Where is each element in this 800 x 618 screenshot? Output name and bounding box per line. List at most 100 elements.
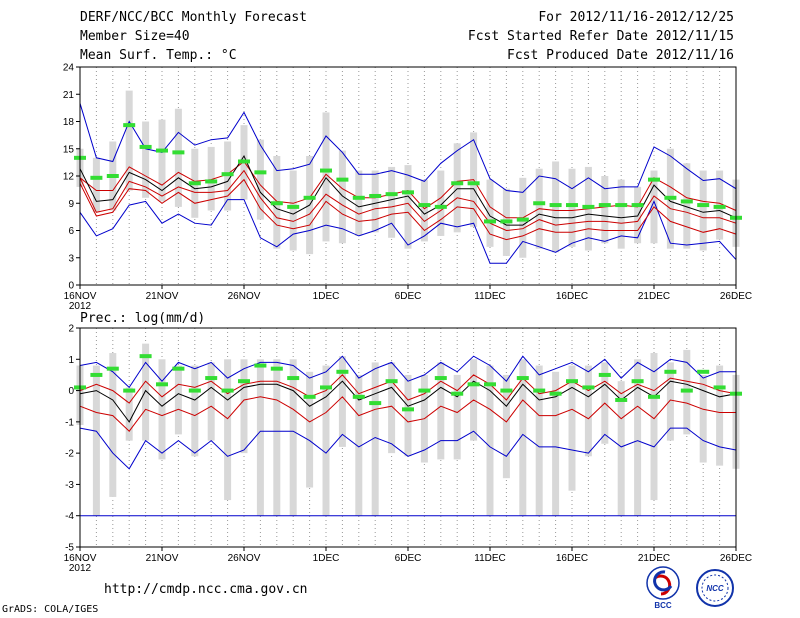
temp-y-tick-label: 6 [68,226,74,237]
precip-observed-mark [680,388,693,393]
precip-range-box [207,362,215,441]
temp-range-box [420,179,428,242]
precip-range-box [338,356,346,447]
temp-range-box [92,157,100,213]
precip-observed-mark [697,369,710,374]
precip-x-tick-label: 16NOV [64,553,97,564]
grads-credit: GrADS: COLA/IGES [2,604,99,615]
precip-observed-mark [336,369,349,374]
temp-observed-mark [664,195,677,200]
precipitation-panel: -5 -4 -3 -2 -1 0 1 2 16NOV 21NOV 26NOV 1DEC 6DEC 11DE… [64,324,753,575]
precip-range-box [552,371,560,516]
precip-range-box [125,387,133,441]
temp-x-tick-label: 16DEC [556,291,588,302]
temp-range-box [699,170,707,251]
temp-observed-mark [451,181,464,186]
precip-observed-mark [402,407,414,412]
temp-range-box [174,108,182,207]
precip-observed-mark [139,354,152,359]
precip-y-tick-label: 2 [68,324,74,335]
precip-observed-mark [90,372,103,377]
precip-y-tick-label: 0 [68,386,74,397]
precip-observed-mark [516,376,529,381]
temp-observed-mark [615,203,628,208]
precip-observed-mark [582,385,595,390]
precip-range-box [486,365,494,516]
ncc-logo-ring [696,569,734,607]
precip-y-tick-label: 1 [68,355,74,366]
temp-range-box [158,119,166,202]
bcc-logo-swirl [654,574,672,596]
bcc-logo-text: BCC [654,601,672,610]
precip-panel-label: Prec.: log(mm/d) [80,311,206,326]
precip-observed-mark [205,376,218,381]
temp-observed-mark [139,144,152,149]
precip-observed-mark [598,372,611,377]
temp-observed-mark [90,175,103,180]
precip-range-box [437,362,445,460]
precip-observed-mark [287,376,300,381]
precip-observed-mark [418,388,431,393]
precip-observed-mark [648,394,660,399]
temp-range-box [453,143,461,233]
temp-x-tick-label: 21DEC [638,291,670,302]
temp-range-box [601,176,609,244]
precip-observed-mark [566,379,578,384]
precip-range-box [273,359,281,516]
precip-x-tick-label: 21DEC [638,553,670,564]
precip-x-tick-label: 26NOV [228,553,261,564]
temp-observed-mark [631,203,644,208]
temp-observed-mark [188,181,201,186]
temp-range-box [338,150,346,244]
temp-observed-mark [648,177,660,182]
precip-range-box [699,374,707,463]
temp-range-box [256,139,264,220]
precip-observed-mark [303,394,316,399]
precip-range-box [191,365,199,457]
source-url[interactable]: http://cmdp.ncc.cma.gov.cn [104,582,308,597]
precip-range-box [224,359,232,501]
precip-range-box [240,359,248,454]
forecast-period: For 2012/11/16-2012/12/25 [538,10,734,25]
logos: BCC NCC [646,566,734,610]
temp-observed-mark [418,203,431,208]
temp-range-box [322,112,330,242]
temp-observed-mark [434,204,447,209]
precip-x-tick-label: 26DEC [720,553,752,564]
precip-observed-mark [533,388,546,393]
ncc-logo: NCC [696,569,734,607]
precip-range-box [289,359,297,516]
precip-observed-mark [467,382,480,387]
temp-x-tick-label: 11DEC [474,291,506,302]
precip-observed-mark [664,369,677,374]
bcc-logo: BCC [646,566,680,610]
temp-observed-mark [336,177,349,182]
precip-range-box [256,359,264,516]
temp-series-min [79,199,737,264]
precip-range-box [355,374,363,516]
temp-range-box [289,170,297,251]
precip-range-box [519,359,527,516]
temp-x-tick-label: 16NOV [64,291,97,302]
precip-series-max [79,355,736,389]
temp-range-box [683,163,691,249]
temp-observed-mark [172,150,185,155]
precip-series-min [79,427,737,470]
precip-range-box [388,362,396,454]
temp-y-tick-label: 24 [63,63,75,74]
temp-y-tick-label: 3 [68,253,74,264]
bcc-logo-ring [646,566,680,600]
temp-range-box [371,170,379,233]
ncc-logo-text: NCC [706,584,724,593]
temp-observed-mark [713,204,726,209]
temp-y-tick-label: 21 [63,90,75,101]
temp-observed-mark [106,174,119,178]
precip-y-tick-label: -1 [65,417,74,428]
temp-observed-mark [484,219,496,224]
precip-range-box [650,353,658,501]
precip-observed-mark [188,388,201,393]
temp-observed-mark [221,172,234,177]
precip-observed-mark [713,385,726,390]
temp-range-box [142,121,150,198]
